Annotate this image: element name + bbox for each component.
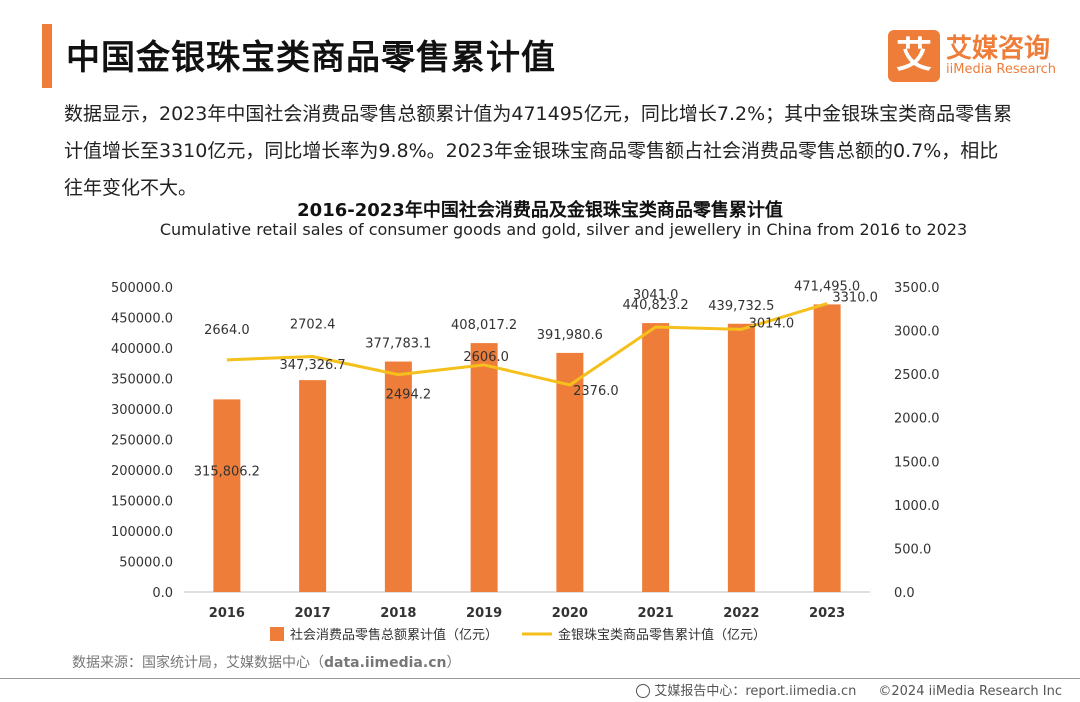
x-tick-label: 2016 bbox=[209, 606, 245, 621]
bar-value-label: 439,732.5 bbox=[708, 299, 774, 314]
line-value-label: 2702.4 bbox=[290, 318, 336, 333]
y-left-tick-label: 400000.0 bbox=[111, 342, 173, 357]
y-right-tick-label: 2000.0 bbox=[894, 412, 940, 427]
page-title: 中国金银珠宝类商品零售累计值 bbox=[66, 38, 556, 78]
footer: 艾媒报告中心：report.iimedia.cn ©2024 iiMedia Re… bbox=[636, 680, 1062, 699]
line-value-label: 3041.0 bbox=[633, 288, 679, 303]
y-right-tick-label: 1500.0 bbox=[894, 455, 940, 470]
title-accent-bar bbox=[42, 24, 52, 88]
chart-subtitle: Cumulative retail sales of consumer good… bbox=[159, 220, 968, 239]
y-right-tick-label: 1000.0 bbox=[894, 499, 940, 514]
x-tick-label: 2018 bbox=[380, 606, 416, 621]
y-right-tick-label: 3000.0 bbox=[894, 325, 940, 340]
bar-2017 bbox=[299, 380, 327, 592]
bar-2023 bbox=[813, 304, 841, 592]
bar-value-label: 408,017.2 bbox=[451, 318, 517, 333]
y-right-tick-label: 0.0 bbox=[894, 586, 915, 601]
line-value-label: 2606.0 bbox=[463, 350, 509, 365]
bar-2022 bbox=[727, 323, 755, 592]
source-end: ） bbox=[446, 655, 461, 671]
bar-2018 bbox=[384, 361, 412, 592]
globe-icon bbox=[636, 684, 651, 698]
footer-report-link[interactable]: 艾媒报告中心：report.iimedia.cn bbox=[654, 684, 857, 699]
y-left-tick-label: 50000.0 bbox=[119, 556, 173, 571]
y-left-tick-label: 300000.0 bbox=[111, 403, 173, 418]
y-right-tick-label: 500.0 bbox=[894, 542, 931, 557]
y-left-tick-label: 500000.0 bbox=[111, 281, 173, 296]
bar-2016 bbox=[213, 399, 241, 592]
x-tick-label: 2020 bbox=[552, 606, 588, 621]
bar-value-label: 391,980.6 bbox=[537, 328, 603, 343]
y-right-tick-label: 2500.0 bbox=[894, 368, 940, 383]
y-left-tick-label: 450000.0 bbox=[111, 312, 173, 327]
logo-en-text: iiMedia Research bbox=[946, 62, 1057, 77]
summary-paragraph: 数据显示，2023年中国社会消费品零售总额累计值为471495亿元，同比增长7.… bbox=[64, 103, 1013, 199]
bar-2021 bbox=[642, 323, 670, 592]
logo-mark-icon: 艾 bbox=[888, 30, 940, 82]
x-tick-label: 2022 bbox=[723, 606, 759, 621]
x-tick-label: 2019 bbox=[466, 606, 502, 621]
line-value-label: 3310.0 bbox=[832, 291, 878, 306]
legend-bar-label: 社会消费品零售总额累计值（亿元） bbox=[290, 627, 498, 643]
x-tick-label: 2023 bbox=[809, 606, 845, 621]
y-left-tick-label: 200000.0 bbox=[111, 464, 173, 479]
footer-divider bbox=[0, 678, 1080, 679]
x-tick-label: 2021 bbox=[638, 606, 674, 621]
line-value-label: 2494.2 bbox=[386, 388, 432, 403]
chart-title: 2016-2023年中国社会消费品及金银珠宝类商品零售累计值 bbox=[297, 200, 783, 221]
y-left-tick-label: 150000.0 bbox=[111, 495, 173, 510]
source-link[interactable]: data.iimedia.cn bbox=[324, 655, 447, 671]
jewellery-line bbox=[226, 302, 828, 387]
line-value-label: 2664.0 bbox=[204, 323, 250, 338]
y-left-tick-label: 250000.0 bbox=[111, 434, 173, 449]
y-left-tick-label: 350000.0 bbox=[111, 373, 173, 388]
bar-value-label: 440,823.2 bbox=[623, 298, 689, 313]
bar-2020 bbox=[556, 352, 584, 592]
x-tick-label: 2017 bbox=[295, 606, 331, 621]
legend-bar-swatch bbox=[270, 627, 284, 641]
bar-value-label: 471,495.0 bbox=[794, 279, 860, 294]
logo-cn-text: 艾媒咨询 bbox=[946, 34, 1051, 64]
bar-value-label: 347,326.7 bbox=[280, 358, 346, 373]
line-value-label: 2376.0 bbox=[573, 384, 619, 399]
line-value-label: 3014.0 bbox=[749, 316, 795, 331]
logo[interactable]: 艾 艾媒咨询 iiMedia Research bbox=[888, 30, 1068, 82]
combo-chart: 0.0 50000.0 100000.0 150000.0 200000.0 250000… bbox=[111, 279, 940, 643]
footer-copyright: ©2024 iiMedia Research Inc bbox=[878, 684, 1062, 699]
bar-value-label: 377,783.1 bbox=[365, 337, 431, 352]
bar-value-label: 315,806.2 bbox=[194, 464, 260, 479]
y-left-tick-label: 0.0 bbox=[152, 586, 173, 601]
source-text: 数据来源：国家统计局，艾媒数据中心（ bbox=[72, 655, 324, 671]
y-right-tick-label: 3500.0 bbox=[894, 281, 940, 296]
legend-line-label: 金银珠宝类商品零售累计值（亿元） bbox=[558, 627, 766, 643]
data-source: 数据来源：国家统计局，艾媒数据中心（data.iimedia.cn） bbox=[72, 652, 460, 672]
bar-2019 bbox=[470, 343, 498, 592]
y-left-tick-label: 100000.0 bbox=[111, 525, 173, 540]
